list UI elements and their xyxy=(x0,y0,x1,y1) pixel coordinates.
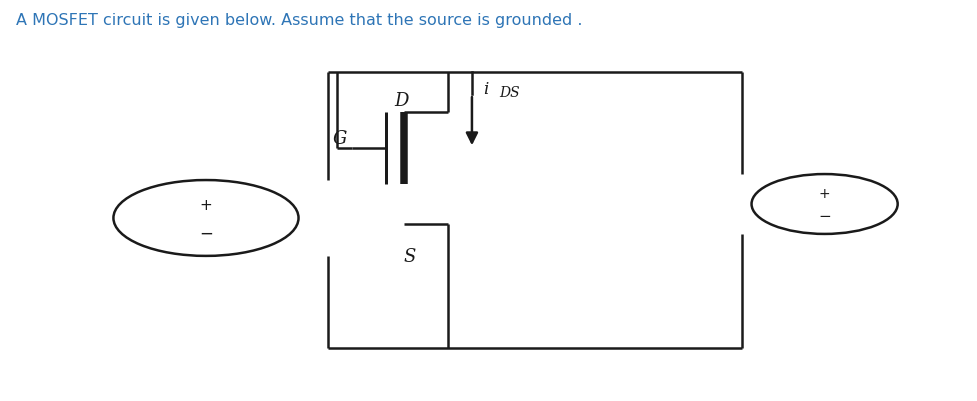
Text: i: i xyxy=(484,81,489,97)
Text: +: + xyxy=(199,198,212,213)
Circle shape xyxy=(113,180,299,256)
Text: D: D xyxy=(394,92,408,110)
Text: G: G xyxy=(333,130,347,148)
Text: DS: DS xyxy=(499,86,520,100)
Text: A MOSFET circuit is given below. Assume that the source is grounded .: A MOSFET circuit is given below. Assume … xyxy=(16,13,582,28)
Text: −: − xyxy=(818,209,831,223)
Text: S: S xyxy=(404,247,416,265)
Circle shape xyxy=(751,174,898,234)
Text: −: − xyxy=(199,224,213,242)
Text: +: + xyxy=(819,186,830,200)
